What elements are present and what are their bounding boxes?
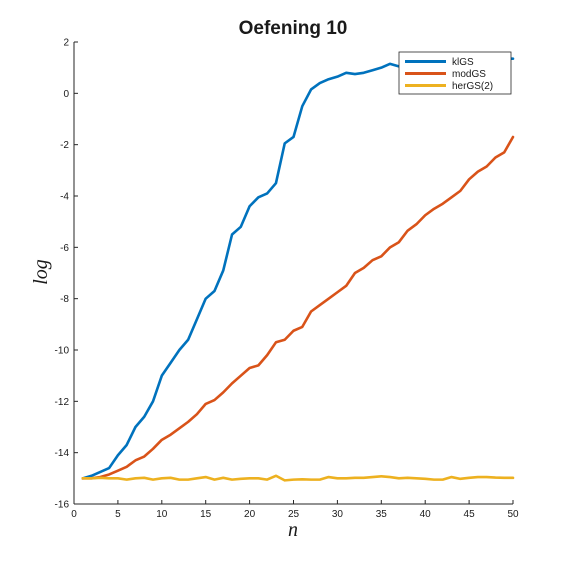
legend: klGS modGS herGS(2) <box>398 51 512 95</box>
y-tick-label: -6 <box>60 243 69 254</box>
y-tick-label: -16 <box>55 500 70 511</box>
y-tick-label: -12 <box>55 397 70 408</box>
y-tick-label: 2 <box>63 38 69 49</box>
x-tick-label: 30 <box>332 509 344 520</box>
y-tick-label: -14 <box>55 448 70 459</box>
x-tick-label: 0 <box>71 509 77 520</box>
x-tick-label: 20 <box>244 509 256 520</box>
y-tick-label: -10 <box>55 346 70 357</box>
series-line-modgs <box>81 135 515 480</box>
x-tick-label: 45 <box>464 509 476 520</box>
y-axis-ticks: 2 0 -2 -4 -6 -8 -10 -12 -14 -16 <box>55 38 78 511</box>
legend-label-series-1: modGS <box>452 69 486 80</box>
y-tick-label: -2 <box>60 140 69 151</box>
x-tick-label: 50 <box>507 509 519 520</box>
legend-label-series-2: herGS(2) <box>452 81 493 92</box>
x-axis-label: n <box>288 519 298 541</box>
plot-area <box>74 42 513 504</box>
x-tick-label: 35 <box>376 509 388 520</box>
x-tick-label: 25 <box>288 509 300 520</box>
chart-title: Oefening 10 <box>239 18 348 39</box>
x-axis-ticks: 0 5 10 15 20 25 30 35 40 45 50 <box>71 500 519 520</box>
x-tick-label: 5 <box>115 509 121 520</box>
y-tick-label: -8 <box>60 294 69 305</box>
y-tick-label: -4 <box>60 192 69 203</box>
series-line-hergs-2 <box>81 474 515 482</box>
y-axis-label: log <box>30 259 52 285</box>
x-tick-label: 40 <box>420 509 432 520</box>
x-tick-label: 15 <box>200 509 212 520</box>
x-tick-label: 10 <box>156 509 168 520</box>
y-tick-label: 0 <box>63 89 69 100</box>
legend-label-series-0: klGS <box>452 57 474 68</box>
